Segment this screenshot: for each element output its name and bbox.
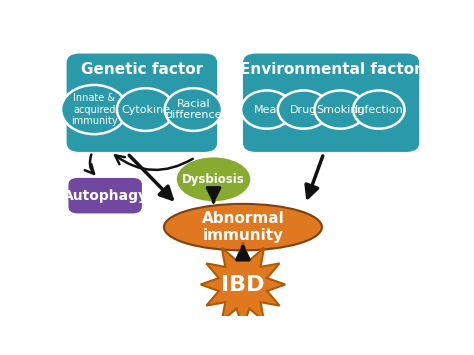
Circle shape: [315, 91, 366, 129]
Circle shape: [278, 91, 329, 129]
Ellipse shape: [164, 204, 322, 250]
Text: Cytokine: Cytokine: [121, 105, 170, 115]
FancyBboxPatch shape: [243, 54, 419, 152]
Text: Innate &
acquired
immunity: Innate & acquired immunity: [71, 93, 118, 126]
Text: Meal: Meal: [254, 105, 280, 115]
Text: Dysbiosis: Dysbiosis: [182, 173, 245, 186]
FancyBboxPatch shape: [66, 54, 217, 152]
Text: Infection: Infection: [355, 105, 403, 115]
Text: Drug: Drug: [290, 105, 317, 115]
Ellipse shape: [177, 157, 250, 201]
Text: Abnormal
immunity: Abnormal immunity: [201, 211, 284, 243]
Text: Smoking: Smoking: [316, 105, 365, 115]
Text: IBD: IBD: [221, 274, 264, 295]
Circle shape: [164, 88, 222, 131]
Text: Environmental factor: Environmental factor: [240, 62, 422, 77]
Circle shape: [241, 91, 292, 129]
Polygon shape: [201, 242, 285, 327]
Text: Autophagy: Autophagy: [63, 189, 148, 203]
Circle shape: [117, 88, 174, 131]
Circle shape: [61, 85, 127, 134]
FancyBboxPatch shape: [68, 178, 142, 213]
Text: Genetic factor: Genetic factor: [81, 62, 203, 77]
Circle shape: [353, 91, 405, 129]
Text: Racial
difference: Racial difference: [165, 99, 221, 120]
